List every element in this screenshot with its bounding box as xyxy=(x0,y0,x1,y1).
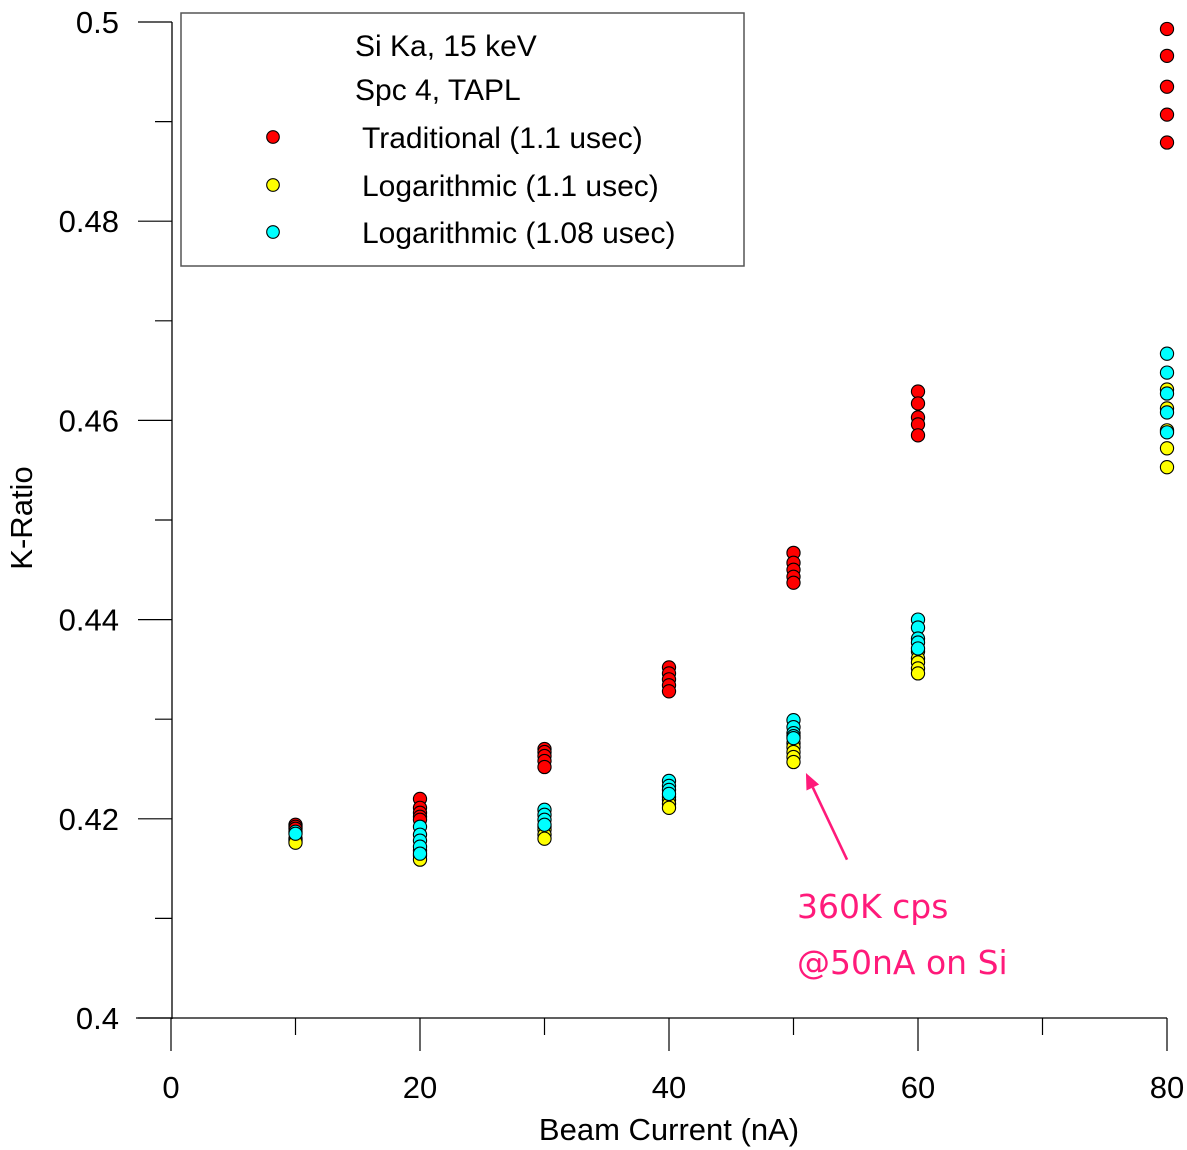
data-point xyxy=(910,428,926,443)
y-tick-label: 0.4 xyxy=(76,1001,119,1036)
legend-header-line-1: Si Ka, 15 keV xyxy=(355,30,537,63)
legend-entry-label: Logarithmic (1.1 usec) xyxy=(362,170,659,203)
legend-entry-label: Logarithmic (1.08 usec) xyxy=(362,217,675,250)
data-point xyxy=(1159,135,1175,150)
data-point xyxy=(1159,386,1175,401)
data-point xyxy=(1159,107,1175,122)
legend-marker xyxy=(266,225,280,239)
annotation-arrow-shaft xyxy=(811,786,849,861)
x-tick-label: 20 xyxy=(403,1070,437,1105)
data-point xyxy=(1159,48,1175,64)
annotation-line-2: @50nA on Si xyxy=(797,943,1008,982)
data-point xyxy=(661,684,677,699)
y-tick-label: 0.46 xyxy=(59,403,119,438)
data-point xyxy=(910,666,926,681)
legend-header-line-2: Spc 4, TAPL xyxy=(355,74,521,107)
data-points xyxy=(288,21,1175,867)
x-tick-label: 0 xyxy=(162,1070,179,1105)
x-tick-label: 60 xyxy=(901,1070,935,1105)
data-point xyxy=(786,730,801,746)
series-3 xyxy=(288,346,1175,861)
annotation-arrow-head xyxy=(805,772,820,791)
data-point xyxy=(1159,460,1175,475)
annotation-line-1: 360K cps xyxy=(797,887,948,926)
y-axis-label: K-Ratio xyxy=(4,466,39,569)
legend-entry-label: Traditional (1.1 usec) xyxy=(362,122,643,155)
data-point xyxy=(1159,425,1175,440)
legend-marker xyxy=(266,178,280,192)
y-tick-label: 0.42 xyxy=(59,802,119,837)
data-point xyxy=(288,826,303,841)
legend-marker xyxy=(266,130,280,144)
data-point xyxy=(537,817,552,832)
data-point xyxy=(661,800,677,815)
y-tick-label: 0.5 xyxy=(76,5,119,40)
data-point xyxy=(910,641,926,656)
data-point xyxy=(537,831,552,846)
data-point xyxy=(1159,405,1175,420)
data-point xyxy=(1159,21,1175,37)
data-point xyxy=(786,575,801,590)
data-point xyxy=(1159,441,1175,456)
x-tick-label: 80 xyxy=(1150,1070,1184,1105)
y-tick-label: 0.44 xyxy=(59,603,119,638)
data-point xyxy=(412,846,428,861)
x-axis-label: Beam Current (nA) xyxy=(539,1112,799,1147)
data-point xyxy=(661,786,677,802)
data-point xyxy=(1159,79,1175,94)
x-tick-label: 40 xyxy=(652,1070,686,1105)
x-axis-ticks: 0 20 40 60 80 xyxy=(162,1018,1184,1105)
data-point xyxy=(910,396,926,411)
legend: Si Ka, 15 keV Spc 4, TAPL Traditional (1… xyxy=(180,12,745,267)
data-point xyxy=(1159,365,1175,380)
data-point xyxy=(910,384,926,399)
y-axis-ticks: 0.4 0.42 0.44 0.46 0.48 0.5 xyxy=(59,5,172,1036)
annotation: 360K cps @50nA on Si xyxy=(797,772,1008,982)
data-point xyxy=(786,754,801,770)
data-point xyxy=(537,759,552,775)
series-1 xyxy=(288,21,1175,836)
data-point xyxy=(1159,346,1175,361)
y-tick-label: 0.48 xyxy=(59,204,119,239)
